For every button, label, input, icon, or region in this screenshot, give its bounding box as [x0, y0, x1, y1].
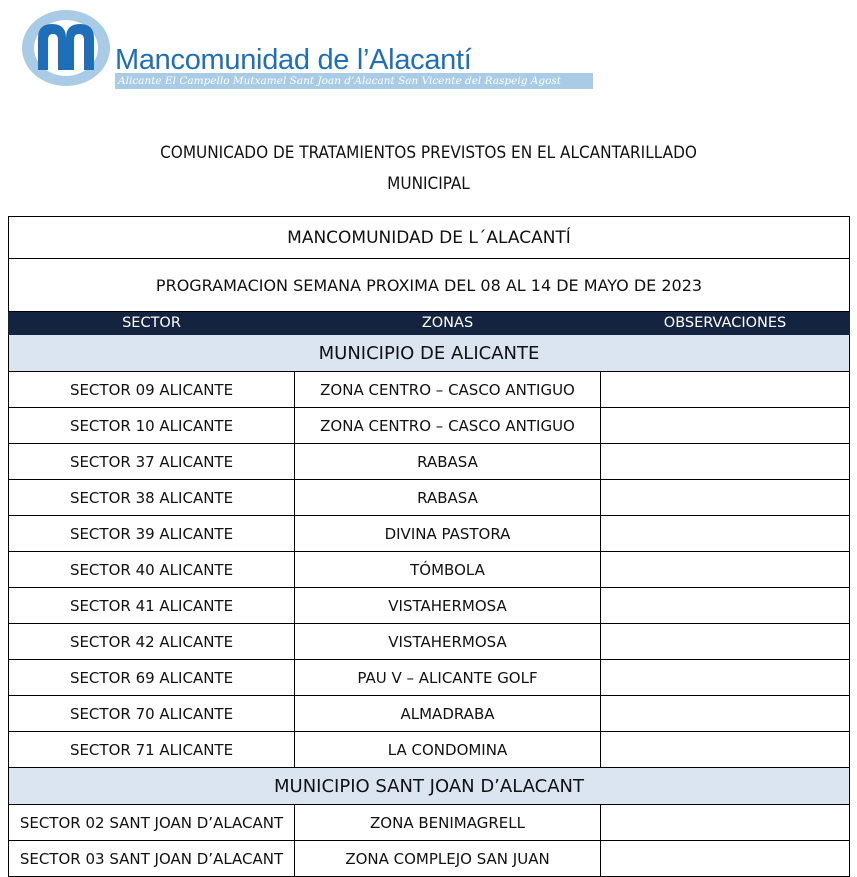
sector-cell: SECTOR 02 SANT JOAN D’ALACANT — [8, 804, 295, 841]
table-title: MANCOMUNIDAD DE L´ALACANTÍ — [8, 216, 850, 259]
observaciones-cell — [600, 804, 850, 841]
sector-cell: SECTOR 71 ALICANTE — [8, 731, 295, 768]
municipio-name: MUNICIPIO DE ALICANTE — [8, 334, 850, 372]
table-row: SECTOR 40 ALICANTE TÓMBOLA — [8, 551, 850, 588]
zona-cell: ZONA CENTRO – CASCO ANTIGUO — [294, 371, 601, 408]
sector-cell: SECTOR 40 ALICANTE — [8, 551, 295, 588]
sector-cell: SECTOR 69 ALICANTE — [8, 659, 295, 696]
sector-cell: SECTOR 10 ALICANTE — [8, 407, 295, 444]
observaciones-cell — [600, 551, 850, 588]
observaciones-cell — [600, 515, 850, 552]
zona-cell: RABASA — [294, 479, 601, 516]
observaciones-cell — [600, 731, 850, 768]
table-row: SECTOR 41 ALICANTE VISTAHERMOSA — [8, 587, 850, 624]
sector-cell: SECTOR 39 ALICANTE — [8, 515, 295, 552]
sector-cell: SECTOR 70 ALICANTE — [8, 695, 295, 732]
table-row: SECTOR 70 ALICANTE ALMADRABA — [8, 695, 850, 732]
table-row: SECTOR 71 ALICANTE LA CONDOMINA — [8, 731, 850, 768]
zona-cell: ZONA CENTRO – CASCO ANTIGUO — [294, 407, 601, 444]
header-observaciones: OBSERVACIONES — [600, 311, 850, 335]
header-zonas: ZONAS — [294, 311, 601, 335]
table-header: SECTOR ZONAS OBSERVACIONES — [8, 311, 850, 335]
table-row: SECTOR 39 ALICANTE DIVINA PASTORA — [8, 515, 850, 552]
mancomunidad-logo: Mancomunidad de l’Alacantí Alicante El C… — [20, 6, 600, 90]
table-row: SECTOR 10 ALICANTE ZONA CENTRO – CASCO AN… — [8, 407, 850, 444]
municipio-row: MUNICIPIO SANT JOAN D’ALACANT — [8, 767, 850, 805]
zona-cell: TÓMBOLA — [294, 551, 601, 588]
municipio-name: MUNICIPIO SANT JOAN D’ALACANT — [8, 767, 850, 805]
sector-cell: SECTOR 03 SANT JOAN D’ALACANT — [8, 840, 295, 877]
title-line-1: COMUNICADO DE TRATAMIENTOS PREVISTOS EN … — [160, 143, 697, 163]
zona-cell: VISTAHERMOSA — [294, 623, 601, 660]
treatment-schedule-table: MANCOMUNIDAD DE L´ALACANTÍ PROGRAMACION … — [8, 216, 850, 877]
zona-cell: ALMADRABA — [294, 695, 601, 732]
table-row: SECTOR 42 ALICANTE VISTAHERMOSA — [8, 623, 850, 660]
logo-towns: Alicante El Campello Mutxamel Sant Joan … — [118, 75, 562, 87]
table-row: SECTOR 38 ALICANTE RABASA — [8, 479, 850, 516]
observaciones-cell — [600, 659, 850, 696]
zona-cell: VISTAHERMOSA — [294, 587, 601, 624]
header-sector: SECTOR — [8, 311, 295, 335]
sector-cell: SECTOR 41 ALICANTE — [8, 587, 295, 624]
document-title: COMUNICADO DE TRATAMIENTOS PREVISTOS EN … — [0, 138, 857, 200]
zona-cell: PAU V – ALICANTE GOLF — [294, 659, 601, 696]
zona-cell: ZONA COMPLEJO SAN JUAN — [294, 840, 601, 877]
table-row: SECTOR 03 SANT JOAN D’ALACANT ZONA COMPLE… — [8, 840, 850, 877]
table-row: SECTOR 69 ALICANTE PAU V – ALICANTE GOLF — [8, 659, 850, 696]
observaciones-cell — [600, 407, 850, 444]
table-row: SECTOR 09 ALICANTE ZONA CENTRO – CASCO AN… — [8, 371, 850, 408]
observaciones-cell — [600, 623, 850, 660]
observaciones-cell — [600, 443, 850, 480]
observaciones-cell — [600, 695, 850, 732]
zona-cell: RABASA — [294, 443, 601, 480]
table-row: SECTOR 37 ALICANTE RABASA — [8, 443, 850, 480]
municipio-row: MUNICIPIO DE ALICANTE — [8, 334, 850, 372]
zona-cell: LA CONDOMINA — [294, 731, 601, 768]
sector-cell: SECTOR 37 ALICANTE — [8, 443, 295, 480]
observaciones-cell — [600, 371, 850, 408]
table-subtitle: PROGRAMACION SEMANA PROXIMA DEL 08 AL 14… — [8, 258, 850, 312]
sector-cell: SECTOR 09 ALICANTE — [8, 371, 295, 408]
logo-m-icon — [22, 10, 110, 86]
logo-name: Mancomunidad de l’Alacantí — [115, 44, 472, 76]
sector-cell: SECTOR 38 ALICANTE — [8, 479, 295, 516]
sector-cell: SECTOR 42 ALICANTE — [8, 623, 295, 660]
observaciones-cell — [600, 587, 850, 624]
observaciones-cell — [600, 479, 850, 516]
logo-band — [115, 73, 593, 89]
zona-cell: DIVINA PASTORA — [294, 515, 601, 552]
table-row: SECTOR 02 SANT JOAN D’ALACANT ZONA BENIMA… — [8, 804, 850, 841]
observaciones-cell — [600, 840, 850, 877]
zona-cell: ZONA BENIMAGRELL — [294, 804, 601, 841]
title-line-2: MUNICIPAL — [387, 174, 470, 194]
